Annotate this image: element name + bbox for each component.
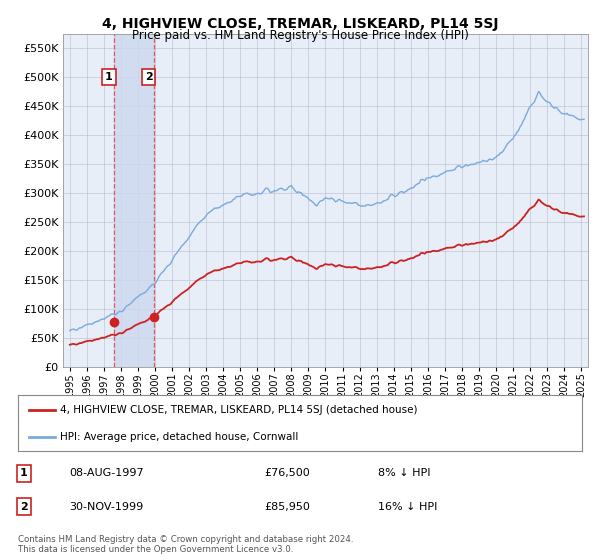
Text: 4, HIGHVIEW CLOSE, TREMAR, LISKEARD, PL14 5SJ: 4, HIGHVIEW CLOSE, TREMAR, LISKEARD, PL1…	[102, 17, 498, 31]
Text: 2: 2	[20, 502, 28, 512]
Text: 30-NOV-1999: 30-NOV-1999	[69, 502, 143, 512]
Text: 1: 1	[105, 72, 113, 82]
Text: 8% ↓ HPI: 8% ↓ HPI	[378, 468, 431, 478]
Text: 2: 2	[145, 72, 152, 82]
Text: £85,950: £85,950	[264, 502, 310, 512]
Text: Contains HM Land Registry data © Crown copyright and database right 2024.
This d: Contains HM Land Registry data © Crown c…	[18, 535, 353, 554]
Text: 08-AUG-1997: 08-AUG-1997	[69, 468, 143, 478]
Bar	[114, 34, 154, 367]
Text: £76,500: £76,500	[264, 468, 310, 478]
Text: HPI: Average price, detached house, Cornwall: HPI: Average price, detached house, Corn…	[60, 432, 299, 442]
Text: 16% ↓ HPI: 16% ↓ HPI	[378, 502, 437, 512]
Text: 4, HIGHVIEW CLOSE, TREMAR, LISKEARD, PL14 5SJ (detached house): 4, HIGHVIEW CLOSE, TREMAR, LISKEARD, PL1…	[60, 405, 418, 416]
Text: 1: 1	[20, 468, 28, 478]
Text: Price paid vs. HM Land Registry's House Price Index (HPI): Price paid vs. HM Land Registry's House …	[131, 29, 469, 42]
